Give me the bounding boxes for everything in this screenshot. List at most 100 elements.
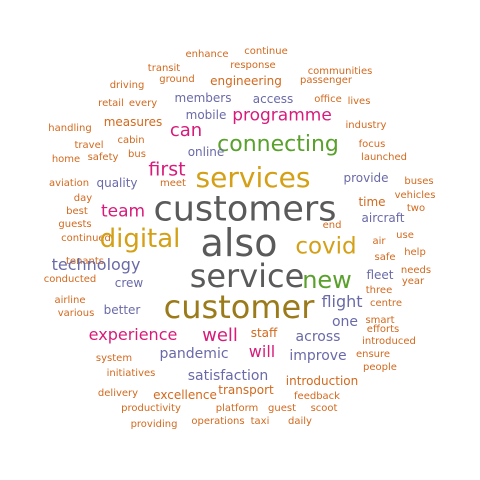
word-customers: customers xyxy=(153,189,337,230)
word-one: one xyxy=(331,314,359,330)
word-air: air xyxy=(372,236,386,247)
word-productivity: productivity xyxy=(121,403,181,414)
word-excellence: excellence xyxy=(153,388,217,402)
word-help: help xyxy=(404,247,426,258)
word-handling: handling xyxy=(48,123,92,134)
word-day: day xyxy=(73,193,93,204)
word-introduction: introduction xyxy=(285,374,359,388)
word-providing: providing xyxy=(130,419,178,430)
word-cabin: cabin xyxy=(117,135,145,146)
word-services: services xyxy=(195,161,311,194)
word-service: service xyxy=(189,257,305,295)
word-engineering: engineering xyxy=(210,74,282,88)
word-taxi: taxi xyxy=(250,416,270,427)
word-people: people xyxy=(363,362,397,373)
word-technology: technology xyxy=(51,255,141,274)
word-covid: covid xyxy=(295,233,357,260)
word-various: various xyxy=(57,308,95,319)
word-flight: flight xyxy=(321,292,363,311)
word-pandemic: pandemic xyxy=(159,346,229,362)
word-transit: transit xyxy=(147,63,181,74)
word-members: members xyxy=(174,91,232,105)
word-airline: airline xyxy=(54,295,86,306)
word-digital: digital xyxy=(99,224,181,254)
word-better: better xyxy=(103,303,141,317)
word-provide: provide xyxy=(343,171,389,185)
word-staff: staff xyxy=(250,326,278,340)
word-improve: improve xyxy=(289,348,347,364)
word-experience: experience xyxy=(88,325,178,344)
word-office: office xyxy=(314,94,342,105)
word-retail: retail xyxy=(98,98,124,109)
word-team: team xyxy=(100,201,146,222)
word-safe: safe xyxy=(374,252,396,263)
word-launched: launched xyxy=(361,152,407,163)
word-also: also xyxy=(200,221,278,265)
word-operations: operations xyxy=(191,416,245,427)
word-time: time xyxy=(358,195,386,209)
word-initiatives: initiatives xyxy=(106,368,156,379)
word-centre: centre xyxy=(370,298,402,309)
word-ground: ground xyxy=(159,74,195,85)
word-scoot: scoot xyxy=(310,403,338,414)
word-aviation: aviation xyxy=(48,178,90,189)
word-will: will xyxy=(248,342,276,361)
word-three: three xyxy=(365,285,393,296)
word-mobile: mobile xyxy=(185,108,227,122)
word-measures: measures xyxy=(103,115,163,129)
word-well: well xyxy=(202,325,238,346)
word-first: first xyxy=(148,158,186,181)
word-industry: industry xyxy=(345,120,387,131)
word-lives: lives xyxy=(347,96,371,107)
word-continue: continue xyxy=(244,46,288,57)
word-efforts: efforts xyxy=(366,324,400,335)
word-every: every xyxy=(128,98,158,109)
word-vehicles: vehicles xyxy=(394,190,436,201)
word-best: best xyxy=(66,206,88,217)
word-enhance: enhance xyxy=(185,49,229,60)
word-introduced: introduced xyxy=(362,336,416,347)
word-crew: crew xyxy=(114,276,144,290)
word-communities: communities xyxy=(307,66,373,77)
word-system: system xyxy=(95,353,133,364)
word-access: access xyxy=(252,92,294,106)
word-delivery: delivery xyxy=(97,388,139,399)
word-meet: meet xyxy=(160,178,186,189)
word-safety: safety xyxy=(87,152,119,163)
word-feedback: feedback xyxy=(294,391,340,402)
word-response: response xyxy=(230,60,276,71)
word-buses: buses xyxy=(404,176,434,187)
word-new: new xyxy=(302,266,352,294)
word-quality: quality xyxy=(96,176,138,190)
word-fleet: fleet xyxy=(366,268,394,282)
word-ensure: ensure xyxy=(355,349,391,360)
word-home: home xyxy=(51,154,81,165)
word-focus: focus xyxy=(358,139,386,150)
word-online: online xyxy=(187,145,225,159)
word-customer: customer xyxy=(163,288,315,326)
word-end: end xyxy=(322,220,342,231)
word-daily: daily xyxy=(288,416,312,427)
word-continued: continued xyxy=(61,233,111,244)
word-connecting: connecting xyxy=(217,132,339,157)
word-smart: smart xyxy=(365,315,395,326)
word-passenger: passenger xyxy=(300,75,352,86)
word-conducted: conducted xyxy=(43,274,97,285)
word-guests: guests xyxy=(58,219,92,230)
word-bus: bus xyxy=(128,149,146,160)
word-guest: guest xyxy=(268,403,296,414)
word-platform: platform xyxy=(215,403,259,414)
word-driving: driving xyxy=(109,80,145,91)
word-can: can xyxy=(169,120,203,141)
word-across: across xyxy=(295,329,341,345)
word-use: use xyxy=(396,230,414,241)
word-programme: programme xyxy=(232,105,332,126)
word-transport: transport xyxy=(218,383,274,397)
word-satisfaction: satisfaction xyxy=(187,368,269,384)
word-needs: needs xyxy=(400,265,432,276)
word-aircraft: aircraft xyxy=(361,211,405,225)
word-travel: travel xyxy=(74,140,104,151)
word-two: two xyxy=(406,203,426,214)
word-year: year xyxy=(401,276,425,287)
